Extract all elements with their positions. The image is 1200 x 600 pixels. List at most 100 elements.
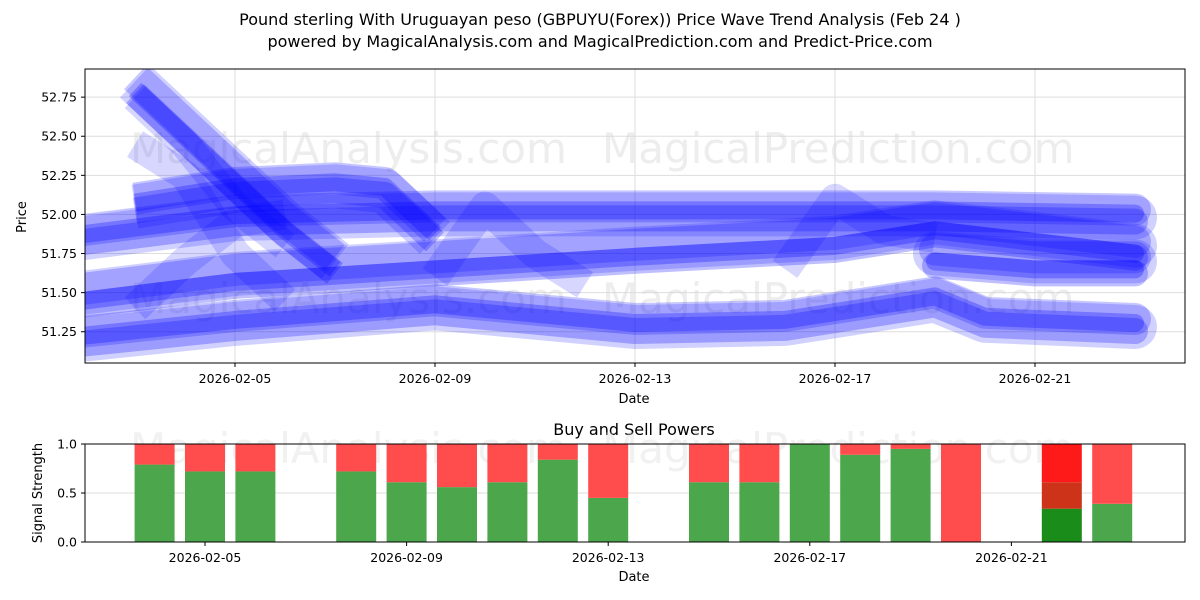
- y-tick-label: 52.50: [41, 129, 77, 144]
- signal-x-label: Date: [618, 570, 649, 585]
- wave-band: [85, 201, 1144, 243]
- x-tick-label: 2026-02-17: [799, 371, 872, 386]
- buy-bar-segment: [437, 487, 477, 542]
- signal-bar: [437, 444, 477, 542]
- buy-bar-segment: [487, 482, 528, 542]
- wave-band: [127, 131, 296, 312]
- x-tick-label: 2026-02-21: [975, 550, 1048, 565]
- price-x-ticks: 2026-02-05 2026-02-09 2026-02-13 2026-02-17…: [199, 363, 1072, 386]
- wave-band: [85, 221, 1144, 310]
- wave-band: [919, 233, 1151, 274]
- wave-band: [926, 252, 1144, 279]
- sell-bar-segment: [235, 444, 276, 472]
- sell-bar-segment: [890, 444, 931, 449]
- wave-band: [85, 200, 1157, 315]
- sell-bar-segment: [336, 444, 377, 472]
- buy-bar-segment: [789, 444, 830, 542]
- signal-bar: [537, 444, 578, 542]
- signal-bar: [1041, 444, 1082, 542]
- overlap-bar-segment: [1041, 482, 1082, 509]
- wave-band: [128, 82, 341, 277]
- signal-bar: [235, 444, 276, 542]
- signal-bar: [1092, 444, 1133, 542]
- buy-bar-segment: [537, 459, 578, 542]
- price-grid: [85, 69, 1185, 363]
- wave-band: [85, 205, 1148, 255]
- wave-band: [124, 69, 345, 271]
- sell-bar-segment: [588, 444, 629, 498]
- signal-bar: [134, 444, 175, 542]
- x-tick-label: 2026-02-13: [572, 550, 645, 565]
- sell-bar-segment: [487, 444, 528, 483]
- x-tick-label: 2026-02-13: [599, 371, 672, 386]
- signal-x-ticks: 2026-02-05 2026-02-09 2026-02-13 2026-02-17…: [169, 542, 1048, 565]
- y-tick-label: 51.75: [41, 246, 77, 261]
- buy-bar-segment: [235, 471, 276, 542]
- buy-bar-segment: [890, 448, 931, 542]
- watermark-prediction-signal: MagicalPrediction.com: [602, 424, 1075, 473]
- wave-band: [85, 287, 1144, 345]
- sell-bar-segment: [1041, 444, 1082, 483]
- buy-bar-segment: [1041, 508, 1082, 542]
- wave-band: [132, 162, 446, 242]
- signal-bar: [689, 444, 729, 542]
- wave-band: [85, 192, 1157, 260]
- buy-bar-segment: [386, 482, 427, 542]
- wave-band: [913, 231, 1157, 284]
- x-tick-label: 2026-02-21: [999, 371, 1072, 386]
- wave-band: [132, 177, 444, 252]
- wave-band: [85, 202, 1151, 305]
- price-chart: MagicalAnalysis.com MagicalPrediction.co…: [15, 68, 1186, 407]
- buy-bar-segment: [840, 454, 881, 542]
- signal-bar: [185, 444, 225, 542]
- signal-bar: [386, 444, 427, 542]
- chart-subtitle: powered by MagicalAnalysis.com and Magic…: [267, 32, 933, 51]
- x-tick-label: 2026-02-09: [399, 371, 472, 386]
- wave-band: [85, 221, 1148, 318]
- wave-band: [124, 199, 288, 320]
- sell-bar-segment: [739, 444, 780, 483]
- signal-y-label: Signal Strength: [31, 443, 46, 543]
- signal-bars: [134, 444, 1133, 542]
- wave-band: [85, 190, 1151, 246]
- wave-band: [119, 69, 349, 279]
- wave-band: [133, 173, 442, 241]
- wave-band: [422, 191, 593, 298]
- sell-bar-segment: [941, 444, 981, 542]
- price-y-ticks: 51.25 51.50 51.75 52.00 52.25 52.50 52.75: [41, 90, 85, 339]
- x-tick-label: 2026-02-05: [169, 550, 242, 565]
- sell-bar-segment: [840, 444, 881, 455]
- y-tick-label: 51.50: [41, 285, 77, 300]
- signal-chart-title: Buy and Sell Powers: [553, 420, 715, 439]
- chart-title: Pound sterling With Uruguayan peso (GBPU…: [239, 10, 961, 29]
- y-tick-label: 0.0: [57, 535, 77, 550]
- signal-bar: [739, 444, 780, 542]
- buy-bar-segment: [739, 482, 780, 542]
- wave-band: [772, 183, 938, 278]
- y-tick-label: 52.25: [41, 168, 77, 183]
- buy-bar-segment: [134, 464, 175, 542]
- price-x-label: Date: [618, 392, 649, 407]
- signal-bar: [890, 444, 931, 542]
- wave-band: [85, 276, 1151, 348]
- wave-band: [85, 291, 1148, 357]
- wave-band: [85, 278, 1157, 362]
- signal-chart: Buy and Sell Powers MagicalAnalysis.com …: [31, 420, 1186, 585]
- wave-band: [124, 86, 295, 258]
- x-tick-label: 2026-02-17: [773, 550, 846, 565]
- price-y-label: Price: [15, 201, 30, 233]
- buy-bar-segment: [1092, 503, 1133, 542]
- buy-bar-segment: [336, 471, 377, 542]
- y-tick-label: 1.0: [57, 437, 77, 452]
- sell-bar-segment: [537, 444, 578, 460]
- buy-bar-segment: [185, 471, 225, 542]
- y-tick-label: 52.00: [41, 207, 77, 222]
- buy-bar-segment: [689, 482, 729, 542]
- x-tick-label: 2026-02-05: [199, 371, 272, 386]
- buy-bar-segment: [588, 497, 629, 542]
- signal-bar: [588, 444, 629, 542]
- signal-bar: [487, 444, 528, 542]
- sell-bar-segment: [689, 444, 729, 483]
- y-tick-label: 52.75: [41, 90, 77, 105]
- price-waves: [85, 69, 1157, 362]
